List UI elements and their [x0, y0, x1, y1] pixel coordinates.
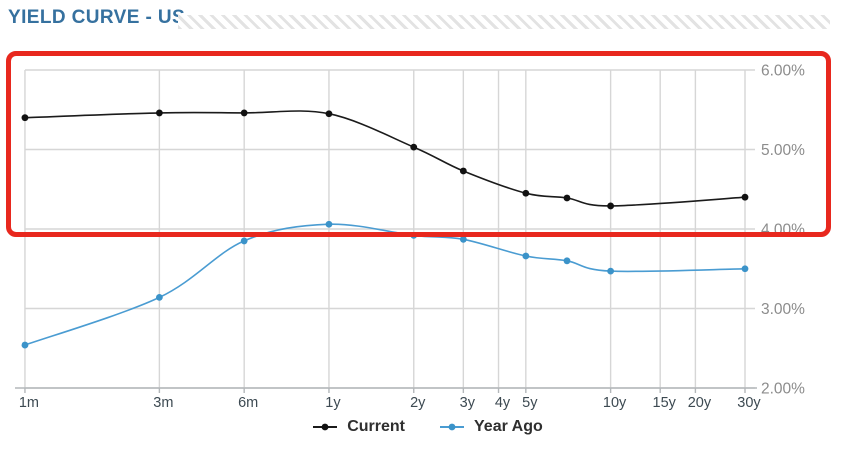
x-tick-label: 1m	[19, 395, 39, 411]
legend-item-year-ago[interactable]: Year Ago	[439, 418, 543, 436]
x-tick-label: 15y	[653, 395, 677, 411]
y-tick-label: 2.00%	[761, 381, 805, 398]
x-tick-label: 6m	[238, 395, 258, 411]
data-point-year-ago-3m[interactable]	[155, 293, 163, 301]
data-point-current-30y[interactable]	[741, 193, 749, 201]
legend-marker-current-icon	[313, 423, 338, 431]
data-point-year-ago-7y[interactable]	[563, 257, 571, 265]
data-point-year-ago-10y[interactable]	[607, 267, 615, 275]
data-point-current-1y[interactable]	[325, 110, 333, 118]
x-tick-label: 2y	[410, 395, 426, 411]
legend-marker-year-ago-icon	[440, 423, 464, 431]
x-tick-label: 1y	[325, 395, 341, 411]
y-tick-label: 4.00%	[761, 222, 805, 239]
legend-label-current: Current	[347, 418, 405, 435]
x-tick-label: 20y	[688, 395, 712, 411]
x-tick-label: 30y	[737, 395, 761, 411]
widget-header: YIELD CURVE - US	[0, 0, 855, 40]
data-point-year-ago-2y[interactable]	[410, 231, 418, 239]
data-point-year-ago-6m[interactable]	[240, 237, 248, 245]
x-tick-label: 10y	[603, 395, 627, 411]
y-tick-label: 3.00%	[761, 301, 805, 318]
x-tick-label: 5y	[522, 395, 538, 411]
data-point-current-3m[interactable]	[155, 109, 163, 117]
series-line-year-ago	[24, 223, 746, 346]
data-point-year-ago-1y[interactable]	[325, 220, 333, 228]
data-point-current-10y[interactable]	[607, 202, 615, 210]
y-tick-label: 5.00%	[761, 142, 805, 159]
legend-item-current[interactable]: Current	[312, 418, 405, 436]
yield-curve-chart: 6.00% 5.00% 4.00% 3.00% 2.00% 1m 3m 6m 1y 2y 3y 4y 5…	[15, 63, 805, 411]
data-point-current-3y[interactable]	[459, 167, 467, 175]
data-point-year-ago-30y[interactable]	[741, 265, 749, 273]
data-point-current-5y[interactable]	[522, 189, 530, 197]
data-point-current-7y[interactable]	[563, 194, 571, 202]
data-point-year-ago-5y[interactable]	[522, 252, 530, 260]
header-hatch-decoration	[178, 15, 830, 29]
series-line-current	[24, 110, 746, 207]
x-tick-label: 4y	[495, 395, 511, 411]
data-point-year-ago-1m[interactable]	[21, 341, 29, 349]
chart-legend: Current Year Ago	[0, 412, 855, 442]
data-point-current-1m[interactable]	[21, 114, 29, 122]
data-point-year-ago-3y[interactable]	[459, 235, 467, 243]
legend-label-year-ago: Year Ago	[474, 418, 543, 435]
page-title: YIELD CURVE - US	[8, 7, 186, 28]
x-tick-label: 3y	[460, 395, 476, 411]
x-tick-label: 3m	[153, 395, 173, 411]
data-point-current-6m[interactable]	[240, 109, 248, 117]
y-tick-label: 6.00%	[761, 63, 805, 80]
data-point-current-2y[interactable]	[410, 143, 418, 151]
